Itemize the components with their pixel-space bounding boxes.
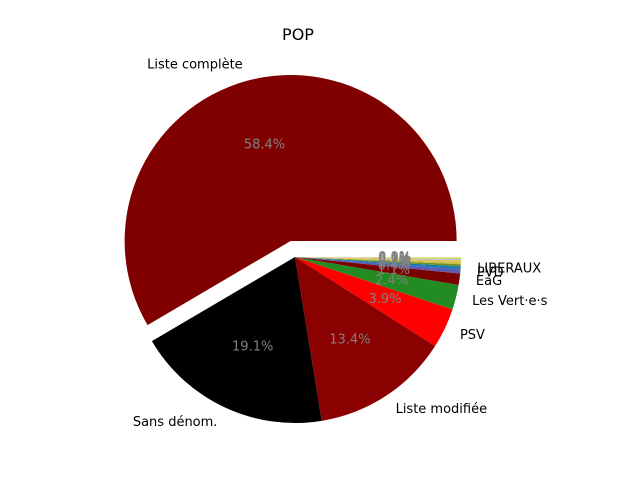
pie-pct-label: 58.4% bbox=[244, 137, 285, 152]
pie-pct-label: 0.4% bbox=[378, 258, 411, 273]
pie-slice-liste-complete-0 bbox=[124, 74, 457, 326]
pie-pct-label: 0.2% bbox=[378, 252, 411, 267]
pie-category-label: Liste complète bbox=[147, 57, 243, 72]
pie-pct-label: 0.1% bbox=[378, 250, 411, 265]
pie-pct-label: 3.9% bbox=[368, 292, 401, 307]
pie-slice-unlabeled-11 bbox=[295, 257, 461, 261]
pie-pct-label: 2.4% bbox=[375, 274, 408, 289]
pie-slice-unlabeled-12 bbox=[295, 257, 461, 260]
chart-title: POP bbox=[282, 25, 314, 44]
pie-pct-label: 0.2% bbox=[378, 253, 411, 268]
pie-slice-unlabeled-13 bbox=[295, 257, 461, 259]
pie-slice-liberaux-7 bbox=[295, 257, 461, 270]
pie-pct-label: 0.2% bbox=[378, 255, 411, 270]
pie-category-label: PVD bbox=[477, 266, 504, 281]
pie-slice-psv-3 bbox=[295, 257, 453, 347]
pie-labels: 58.4% Liste complète 19.1% Sans dénom. 13.4%… bbox=[133, 57, 548, 430]
pie-category-label: Les Vert·e·s bbox=[472, 294, 548, 309]
pie-category-label: EaG bbox=[476, 274, 502, 289]
pie-slice-liste-modifiee-2 bbox=[295, 257, 436, 421]
pie-slices bbox=[124, 74, 461, 423]
pie-category-label: Liste modifiée bbox=[396, 402, 488, 417]
pie-pct-label: 0.1% bbox=[378, 251, 411, 266]
pie-pct-label: 19.1% bbox=[232, 340, 273, 355]
pie-slice-unlabeled-9 bbox=[295, 257, 461, 265]
pie-category-label: PSV bbox=[460, 328, 485, 343]
pie-slice-sans-denom-1 bbox=[151, 257, 322, 423]
pie-category-label: LIBERAUX bbox=[477, 262, 541, 277]
pie-pct-label: 1.1% bbox=[377, 263, 410, 278]
pie-slice-unlabeled-10 bbox=[295, 257, 461, 263]
pie-pct-label: 0.0% bbox=[378, 250, 411, 265]
pie-slice-unlabeled-8 bbox=[295, 257, 461, 267]
pie-slice-eag-5 bbox=[295, 257, 461, 286]
pie-slice-les-vert-e-s-4 bbox=[295, 257, 459, 310]
pie-category-label: Sans dénom. bbox=[133, 415, 218, 430]
pie-pct-label: 13.4% bbox=[329, 333, 370, 348]
pie-slice-pvd-6 bbox=[295, 257, 461, 274]
pie-pct-label: 0.3% bbox=[378, 256, 411, 271]
